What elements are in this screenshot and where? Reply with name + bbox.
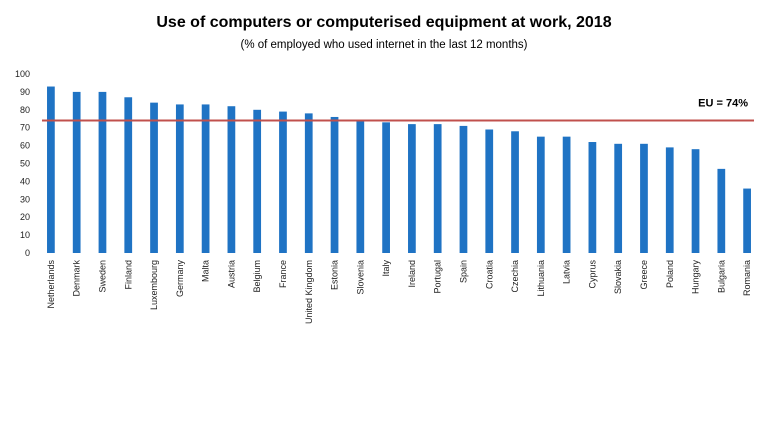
x-tick-label: Slovakia [613, 260, 623, 294]
x-tick-label: Croatia [484, 260, 494, 289]
x-tick-label: Malta [201, 260, 211, 282]
x-axis-labels: Netherlands Denmark Sweden Finland Luxembour… [46, 260, 752, 325]
y-tick-label: 10 [20, 230, 30, 240]
x-tick-label: Luxembourg [149, 260, 159, 310]
x-tick-label: Bulgaria [716, 260, 726, 293]
bars [47, 86, 751, 254]
x-tick-label: Slovenia [355, 260, 365, 295]
x-tick-label: Denmark [72, 260, 82, 297]
y-tick-label: 80 [20, 105, 30, 115]
bar-portugal [433, 124, 442, 254]
x-tick-label: Cyprus [587, 260, 597, 289]
bar-denmark [72, 91, 81, 254]
bar-latvia [562, 136, 571, 253]
bar-luxembourg [150, 102, 158, 253]
x-tick-label: Netherlands [46, 260, 56, 309]
x-tick-label: France [278, 260, 288, 288]
y-tick-label: 70 [20, 123, 30, 133]
y-tick-label: 20 [20, 212, 30, 222]
x-tick-label: Ireland [407, 260, 417, 288]
bar-germany [175, 104, 184, 254]
bar-malta [201, 104, 210, 254]
x-tick-label: Romania [742, 260, 752, 296]
x-tick-label: Czechia [510, 260, 520, 293]
x-tick-label: Poland [665, 260, 675, 288]
x-tick-label: Germany [175, 260, 185, 298]
bar-croatia [485, 129, 494, 253]
bar-poland [665, 147, 674, 253]
x-tick-label: Latvia [562, 260, 572, 284]
chart-subtitle: (% of employed who used internet in the … [240, 39, 528, 51]
x-tick-label: Greece [639, 260, 649, 290]
x-tick-label: Finland [123, 260, 133, 290]
bar-italy [382, 122, 390, 253]
x-tick-label: Italy [381, 260, 391, 277]
bar-austria [227, 106, 236, 253]
bar-greece [640, 143, 648, 253]
bar-finland [124, 97, 133, 254]
y-tick-label: 60 [20, 141, 30, 151]
chart-title: Use of computers or computerised equipme… [156, 14, 612, 31]
x-tick-label: United Kingdom [304, 260, 314, 324]
y-tick-label: 30 [20, 194, 30, 204]
eu-average-label: EU = 74% [698, 98, 748, 110]
bar-slovakia [614, 143, 623, 253]
y-tick-label: 0 [25, 248, 30, 258]
x-tick-label: Portugal [433, 260, 443, 294]
x-tick-label: Hungary [691, 260, 701, 295]
x-tick-label: Spain [458, 260, 468, 283]
y-tick-label: 50 [20, 159, 30, 169]
bar-belgium [253, 109, 262, 253]
bar-ireland [408, 124, 416, 254]
y-tick-label: 40 [20, 176, 30, 186]
x-tick-label: Lithuania [536, 260, 546, 297]
bar-estonia [330, 116, 339, 254]
bar-united-kingdom [304, 113, 313, 253]
bar-lithuania [536, 136, 545, 253]
bar-bulgaria [717, 168, 726, 253]
bar-romania [743, 188, 751, 253]
bar-hungary [691, 149, 700, 253]
bar-czechia [511, 131, 519, 253]
bar-france [279, 111, 287, 253]
x-tick-label: Belgium [252, 260, 262, 293]
bar-cyprus [588, 142, 597, 253]
y-tick-label: 100 [15, 69, 30, 79]
x-tick-label: Estonia [330, 260, 340, 290]
bar-sweden [98, 91, 107, 254]
y-tick-label: 90 [20, 87, 30, 97]
bar-netherlands [47, 86, 55, 253]
x-tick-label: Austria [226, 260, 236, 288]
bar-slovenia [356, 120, 365, 253]
eu-average-line-group: EU = 74% [42, 98, 754, 122]
bar-spain [459, 125, 468, 253]
y-axis-ticks: 0 10 20 30 40 50 60 70 80 90 100 [15, 69, 30, 258]
x-tick-label: Sweden [97, 260, 107, 293]
